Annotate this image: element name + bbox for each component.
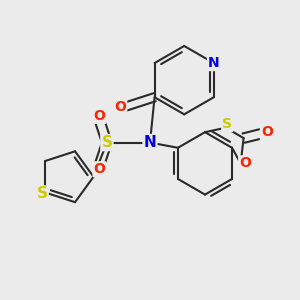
Text: N: N — [144, 135, 156, 150]
Text: O: O — [94, 162, 105, 176]
Text: S: S — [37, 187, 48, 202]
Text: O: O — [261, 125, 273, 139]
Text: O: O — [239, 156, 251, 170]
Text: N: N — [208, 56, 220, 70]
Text: S: S — [101, 135, 112, 150]
Text: S: S — [222, 117, 232, 131]
Text: O: O — [114, 100, 126, 114]
Text: O: O — [94, 109, 105, 123]
